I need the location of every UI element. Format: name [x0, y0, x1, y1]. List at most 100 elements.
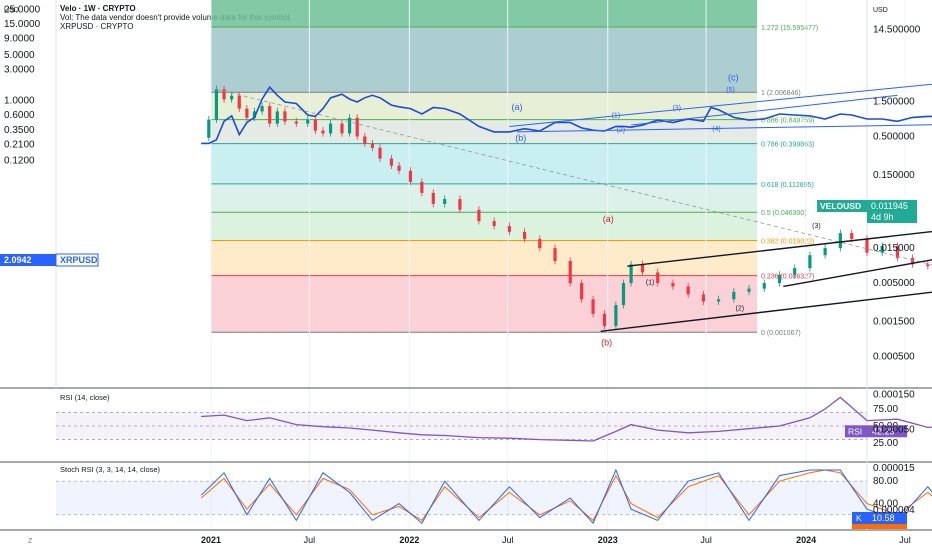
right-price-tick: 0.500000	[873, 131, 915, 142]
velo-candle	[207, 119, 211, 138]
velo-candle	[568, 261, 572, 284]
xrp-mid-wedge[interactable]	[631, 94, 898, 126]
velo-candle	[477, 209, 481, 222]
velo-candle	[260, 106, 264, 112]
fibonacci-retracement[interactable]: 1.272 (15.595477) 1 (2.006846) 0.886 (0.84…	[211, 25, 818, 337]
timezone-icon[interactable]: Z	[28, 538, 33, 545]
velo-price-badge[interactable]	[867, 200, 917, 223]
stoch-d-line[interactable]	[200, 469, 932, 525]
rsi-title[interactable]: RSI (14, close)	[60, 393, 110, 402]
velo-candle	[507, 226, 511, 232]
stoch-d-badge	[852, 524, 907, 529]
drawings[interactable]: (a)(b)(c)(1)(2)(3)(4)(5)(a)(b)(c)(1)(2)(…	[216, 27, 932, 348]
fib-level-label: 1.272 (15.595477)	[761, 25, 818, 32]
rsi-tick: 75.00	[873, 404, 898, 415]
fib-level-label: 0.786 (0.399863)	[761, 142, 814, 149]
velo-candle	[838, 233, 842, 249]
time-axis-label: 2023	[598, 535, 618, 545]
rsi-badge-value: 42.23	[872, 426, 895, 436]
velo-wave-label: (a)	[603, 214, 614, 224]
velo-candle	[408, 170, 413, 182]
velo-candle	[621, 283, 626, 306]
stoch-band	[56, 481, 867, 515]
xrp-wave-label: (5)	[726, 87, 735, 94]
upper-channel-line[interactable]	[627, 213, 932, 267]
velo-candle	[671, 283, 675, 287]
xrp-wave-label: (4)	[712, 126, 721, 133]
velo-candle	[640, 264, 645, 273]
fib-level-label: 1 (2.006846)	[761, 90, 801, 97]
diagonal-trend-dashed[interactable]	[216, 88, 932, 331]
stoch-rsi-pane[interactable]: Stoch RSI (3, 3, 14, 14, close) 80.00 40.0…	[56, 465, 932, 532]
velo-candle	[614, 305, 618, 326]
right-price-tick: 0.000015	[873, 463, 915, 474]
time-axis-label: Jul	[899, 535, 911, 545]
velo-candle	[306, 119, 310, 124]
velo-candle	[245, 108, 249, 118]
velo-candle	[911, 257, 915, 265]
right-price-tick: 0.000150	[873, 390, 915, 401]
velo-candle	[294, 121, 298, 124]
right-price-tick: 0.001500	[873, 316, 915, 327]
velo-candle	[793, 268, 797, 275]
velo-wave-label: (3)	[812, 223, 821, 230]
velo-candle	[283, 111, 287, 122]
fib-zone-4	[211, 183, 757, 213]
stoch-tick: 40.00	[873, 499, 898, 510]
time-axis-label: 2022	[399, 535, 419, 545]
velo-wave-label: (1)	[646, 279, 655, 286]
velo-last-price: 0.011945	[871, 201, 908, 211]
xrp-price-badge[interactable]	[0, 254, 56, 266]
xrp-symbol-label: XRPUSD	[60, 255, 98, 265]
velo-candle	[747, 288, 751, 292]
stoch-k-label: K	[856, 513, 862, 523]
xrp-symbol-badge[interactable]	[55, 253, 99, 267]
xrp-lower-wedge[interactable]	[516, 124, 932, 133]
velo-candle	[591, 299, 595, 314]
xrp-wave-label: (3)	[672, 105, 681, 112]
right-currency-label: USD	[873, 7, 888, 14]
rsi-tick: 25.00	[873, 438, 898, 449]
xrp-upper-wedge[interactable]	[509, 78, 932, 127]
fib-zone-0	[211, 26, 757, 93]
velo-candle	[580, 283, 584, 300]
xrp-wave-label: (2)	[616, 127, 625, 134]
chart-title[interactable]: Velo · 1W · CRYPTO	[60, 4, 136, 13]
lower-trendline[interactable]	[600, 278, 932, 332]
right-price-tick: 1.500000	[873, 97, 915, 108]
left-currency-label: USD	[4, 7, 19, 14]
left-price-tick: 1.0000	[4, 96, 35, 107]
velo-symbol-badge[interactable]	[817, 200, 867, 212]
stoch-tick: 80.00	[873, 476, 898, 487]
right-price-tick: 0.000004	[873, 505, 915, 516]
left-price-tick: 25.0000	[4, 4, 41, 15]
rsi-name-badge	[845, 425, 867, 438]
stoch-k-value: 10.58	[872, 513, 895, 523]
velo-wave-label: (b)	[601, 338, 612, 348]
left-price-tick: 0.2100	[4, 140, 35, 151]
left-price-tick: 0.1200	[4, 156, 35, 167]
stoch-title[interactable]: Stoch RSI (3, 3, 14, 14, close)	[60, 465, 161, 474]
time-axis-label: 2021	[201, 535, 221, 545]
rsi-line[interactable]	[201, 396, 932, 442]
stoch-k-line[interactable]	[200, 468, 932, 526]
bar-countdown: 4d 9h	[871, 212, 894, 222]
rsi-badge-label: RSI	[848, 426, 862, 436]
right-price-tick: 0.000050	[873, 425, 915, 436]
velo-candle	[420, 181, 424, 193]
fib-zone-1	[211, 92, 757, 120]
stoch-k-value-badge	[867, 512, 907, 524]
velo-candle	[363, 136, 367, 144]
right-price-tick: 14.500000	[873, 24, 921, 35]
inner-channel-line[interactable]	[783, 215, 932, 288]
compare-symbol[interactable]: XRPUSD · CRYPTO	[60, 22, 134, 31]
chart-header: Velo · 1W · CRYPTO Vol: The data vendor …	[60, 4, 292, 31]
left-price-tick: 15.0000	[4, 19, 41, 30]
velo-candle	[370, 143, 375, 148]
velo-candle	[553, 248, 557, 262]
velo-candle	[808, 255, 812, 269]
velo-candle	[389, 158, 394, 166]
